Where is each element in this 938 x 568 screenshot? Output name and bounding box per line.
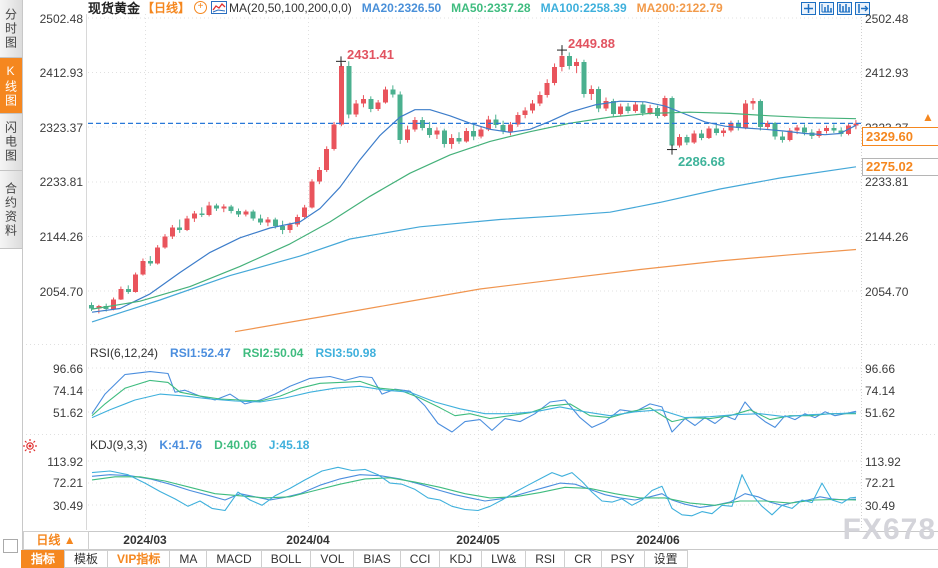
ma-value-label: MA20:2326.50 — [361, 0, 442, 15]
y-axis-label: 2412.93 — [865, 66, 909, 81]
y-axis-label: 74.14 — [865, 383, 896, 398]
indicator-tab-KDJ[interactable]: KDJ — [439, 550, 483, 568]
chart-header: 现货黄金 【日线】 + MA(20,50,100,200,0,0) MA20:2… — [88, 0, 723, 17]
current-price-tag: 2329.60 — [862, 127, 938, 146]
collapse-box[interactable] — [3, 539, 18, 553]
indicator-tab-BOLL[interactable]: BOLL — [260, 550, 312, 568]
y-axis-label: 2323.37 — [39, 120, 83, 135]
sidebar-tab-4[interactable]: 合约资料 — [0, 171, 22, 249]
y-axis-label: 74.14 — [52, 383, 83, 398]
indicator-tab-设置[interactable]: 设置 — [643, 550, 688, 568]
period-selector[interactable]: 日线 ▲ — [23, 531, 89, 550]
indicator-tab-bar: 指标 模板 VIP指标 MA MACD BOLL VOL BIAS CCI KDJ LW& RSI CR… — [21, 550, 688, 568]
x-axis-label: 2024/04 — [286, 533, 330, 547]
restore-view-icon[interactable] — [855, 2, 870, 15]
indicator-tab-PSY[interactable]: PSY — [600, 550, 645, 568]
sidebar: 分时图 K线图 闪电图 合约资料 — [0, 0, 23, 568]
indicator-tab-MACD[interactable]: MACD — [206, 550, 262, 568]
indicator-tab-RSI[interactable]: RSI — [525, 550, 566, 568]
indicator-tab-BIAS[interactable]: BIAS — [353, 550, 401, 568]
ma-value-label: MA100:2258.39 — [540, 0, 627, 15]
zoom-y-axis-icon[interactable] — [837, 2, 852, 15]
y-axis-label: 51.62 — [52, 405, 83, 420]
y-axis-label: 2144.26 — [865, 229, 909, 244]
rsi-legend: RSI(6,12,24) RSI1:52.47 RSI2:50.04 RSI3:50… — [90, 346, 377, 360]
y-axis-label: 2502.48 — [865, 11, 909, 26]
indicator-value-label: J:45.18 — [268, 438, 310, 452]
y-axis-label: 2412.93 — [39, 66, 83, 81]
chart-type-icon[interactable] — [211, 1, 228, 14]
y-axis-label: 96.66 — [865, 361, 896, 376]
y-axis-label: 2144.26 — [39, 229, 83, 244]
period-up-arrow-icon: ▲ — [63, 533, 76, 547]
indicator-tab-CR[interactable]: CR — [564, 550, 602, 568]
indicator-tab-LW&[interactable]: LW& — [481, 550, 527, 568]
indicator-value-label: K:41.76 — [159, 438, 203, 452]
alert-sun-icon[interactable] — [22, 438, 38, 454]
ma-value-label: MA50:2337.28 — [451, 0, 531, 15]
period-label: 【日线】 — [142, 1, 191, 15]
y-axis-label: 2054.70 — [865, 284, 909, 299]
indicator-value-label: RSI3:50.98 — [315, 346, 377, 360]
y-axis-label: 30.49 — [865, 498, 896, 513]
indicator-tab-MA[interactable]: MA — [169, 550, 208, 568]
sidebar-tab-2[interactable]: K线图 — [0, 58, 22, 114]
y-axis-label: 72.21 — [865, 476, 896, 491]
y-axis-label: 2502.48 — [39, 11, 83, 26]
sidebar-tab-3[interactable]: 闪电图 — [0, 114, 22, 171]
y-axis-label: 113.92 — [865, 454, 901, 469]
zoom-x-axis-icon[interactable] — [819, 2, 834, 15]
sidebar-tab-1[interactable]: 分时图 — [0, 0, 22, 58]
x-axis-label: 2024/03 — [123, 533, 167, 547]
y-axis-label: 72.21 — [52, 476, 83, 491]
kdj-legend: KDJ(9,3,3) K:41.76 D:40.06 J:45.18 — [90, 438, 310, 452]
rsi-formula: RSI(6,12,24) — [90, 346, 159, 360]
indicator-value-label: RSI2:50.04 — [242, 346, 304, 360]
indicator-value-label: D:40.06 — [214, 438, 257, 452]
indicator-tab-指标[interactable]: 指标 — [21, 550, 66, 568]
add-indicator-icon[interactable]: + — [194, 1, 208, 14]
ma-legend: MA20:2326.50 MA50:2337.28 MA100:2258.39 MA2… — [352, 1, 723, 15]
y-axis-label: 96.66 — [52, 361, 83, 376]
x-axis-label: 2024/06 — [636, 533, 680, 547]
crosshair-icon[interactable] — [801, 2, 816, 15]
y-axis-label: 2233.81 — [865, 175, 909, 190]
kdj-formula: KDJ(9,3,3) — [90, 438, 148, 452]
alert-price-tag: 2275.02 — [862, 158, 938, 176]
y-axis-label: 2233.81 — [39, 175, 83, 190]
y-axis-label: 2054.70 — [39, 284, 83, 299]
indicator-tab-模板[interactable]: 模板 — [64, 550, 109, 568]
chart-toolbar — [801, 2, 870, 15]
symbol-name: 现货黄金 — [88, 1, 141, 16]
period-selector-label: 日线 — [36, 533, 61, 547]
x-axis-label: 2024/05 — [456, 533, 500, 547]
high-price-annotation: 2449.88 — [568, 36, 615, 52]
indicator-tab-CCI[interactable]: CCI — [399, 550, 441, 568]
indicator-tab-VIP指标[interactable]: VIP指标 — [107, 550, 171, 568]
ma-formula: MA(20,50,100,200,0,0) — [229, 0, 352, 15]
ma-value-label: MA200:2122.79 — [636, 0, 723, 15]
y-axis-label: 30.49 — [52, 498, 83, 513]
watermark: FX678 — [842, 513, 936, 546]
high-price-annotation: 2431.41 — [347, 47, 394, 63]
indicator-tab-VOL[interactable]: VOL — [310, 550, 355, 568]
y-axis-label: 51.62 — [865, 405, 896, 420]
y-axis-label: 113.92 — [47, 454, 83, 469]
indicator-value-label: RSI1:52.47 — [170, 346, 231, 360]
low-price-annotation: 2286.68 — [678, 153, 725, 169]
price-up-arrow-icon: ▲ — [922, 110, 934, 124]
